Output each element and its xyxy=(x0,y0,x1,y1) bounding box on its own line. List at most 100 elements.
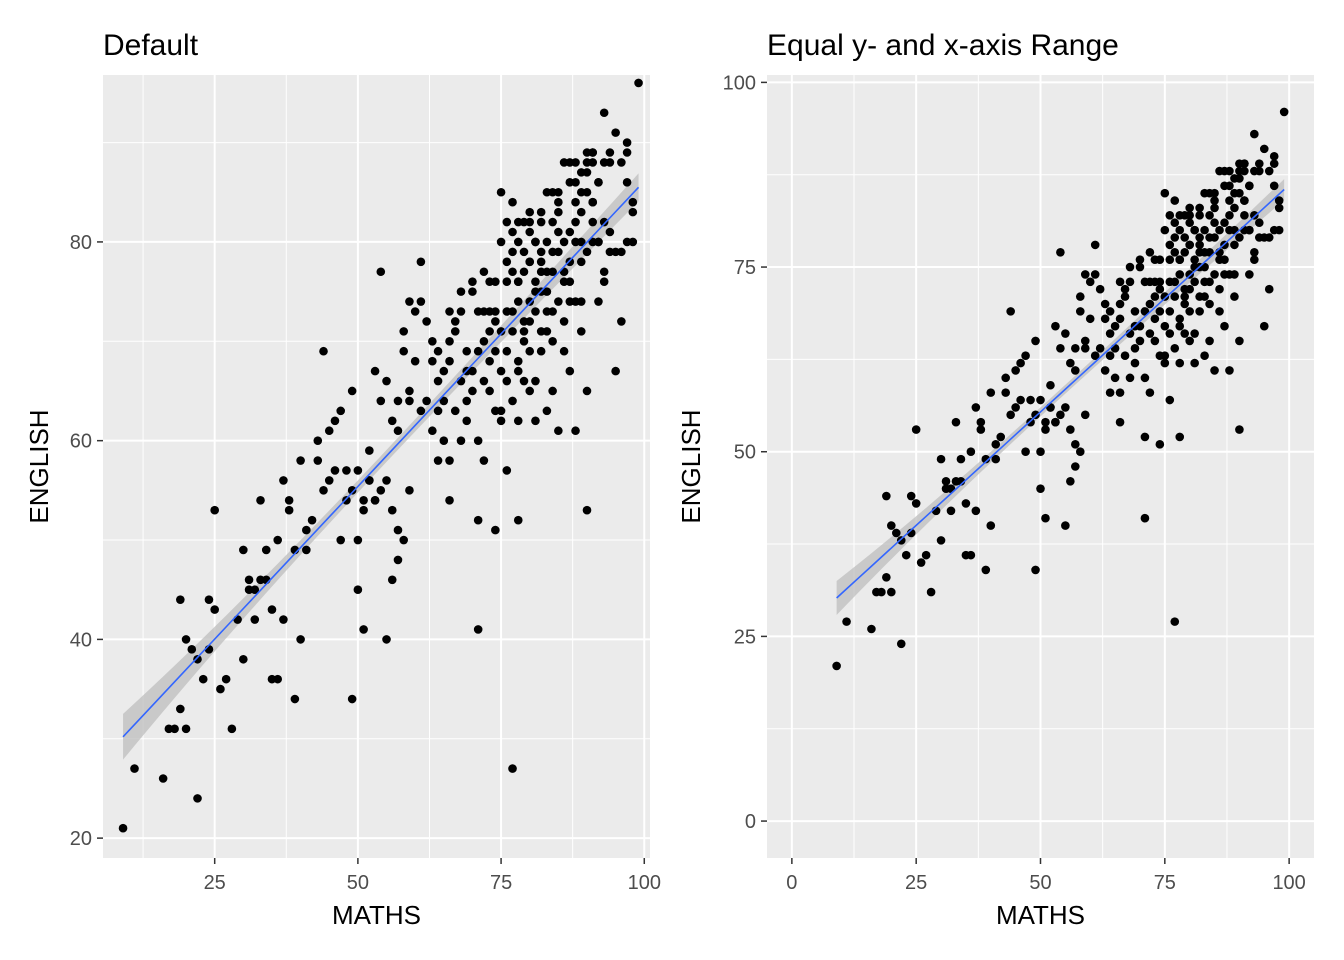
scatter-point xyxy=(508,227,517,237)
scatter-point xyxy=(941,476,951,486)
scatter-point xyxy=(565,227,575,237)
scatter-point xyxy=(399,346,409,356)
scatter-point xyxy=(926,587,936,597)
scatter-point xyxy=(571,426,580,436)
scatter-point xyxy=(951,417,961,427)
scatter-point xyxy=(1170,247,1180,257)
scatter-point xyxy=(198,674,208,684)
scatter-point xyxy=(1016,395,1025,405)
scatter-point xyxy=(1160,292,1170,301)
scatter-point xyxy=(496,406,506,416)
scatter-point xyxy=(1225,366,1234,375)
scatter-point xyxy=(491,525,500,535)
scatter-point xyxy=(1220,321,1229,331)
scatter-point xyxy=(468,277,477,286)
scatter-point xyxy=(1195,203,1204,213)
scatter-point xyxy=(1200,225,1209,235)
scatter-point xyxy=(1195,240,1204,250)
scatter-point xyxy=(1235,233,1244,242)
scatter-point xyxy=(370,366,380,376)
scatter-point xyxy=(622,178,632,187)
scatter-point xyxy=(571,217,580,227)
scatter-point xyxy=(542,187,552,197)
scatter-point xyxy=(130,764,139,773)
scatter-point xyxy=(1031,336,1040,346)
scatter-point xyxy=(170,724,179,734)
scatter-point xyxy=(1031,565,1040,575)
scatter-point xyxy=(336,406,346,416)
scatter-point xyxy=(1100,314,1110,324)
scatter-point xyxy=(1160,188,1170,198)
scatter-point xyxy=(1165,255,1175,264)
scatter-point xyxy=(559,237,569,247)
scatter-point xyxy=(187,645,197,654)
scatter-point xyxy=(118,823,128,833)
scatter-point xyxy=(531,307,540,316)
scatter-point xyxy=(1259,144,1269,154)
scatter-point xyxy=(1180,299,1190,309)
scatter-point xyxy=(554,227,563,237)
scatter-point xyxy=(1071,366,1080,375)
scatter-point xyxy=(1200,351,1209,360)
scatter-point xyxy=(399,535,409,545)
scatter-point xyxy=(576,207,586,217)
scatter-point xyxy=(1071,462,1080,471)
scatter-point xyxy=(565,158,575,167)
scatter-point xyxy=(267,605,277,614)
scatter-point xyxy=(554,426,563,436)
scatter-point xyxy=(911,499,921,508)
scatter-point xyxy=(456,287,466,296)
scatter-point xyxy=(1085,314,1095,324)
scatter-point xyxy=(1165,211,1175,220)
scatter-point xyxy=(1245,225,1254,235)
scatter-point xyxy=(479,307,489,316)
scatter-point xyxy=(1080,336,1090,346)
scatter-point xyxy=(525,346,535,356)
scatter-point xyxy=(1150,292,1160,301)
confidence-ribbon xyxy=(123,173,639,760)
scatter-point xyxy=(832,661,841,671)
scatter-point xyxy=(1066,425,1075,434)
scatter-point xyxy=(1041,417,1050,427)
scatter-point xyxy=(1180,292,1190,301)
x-axis-title: MATHS xyxy=(332,900,421,930)
scatter-point xyxy=(1180,233,1190,242)
scatter-point xyxy=(353,535,363,545)
scatter-point xyxy=(576,327,586,336)
scatter-point xyxy=(605,227,615,237)
scatter-point xyxy=(342,495,351,505)
scatter-point xyxy=(634,78,643,88)
scatter-point xyxy=(1130,358,1140,368)
scatter-point xyxy=(313,436,323,445)
scatter-point xyxy=(485,356,494,366)
scatter-point xyxy=(1240,196,1249,205)
scatter-point xyxy=(1250,166,1259,176)
scatter-point xyxy=(605,148,615,157)
scatter-point xyxy=(877,587,886,597)
scatter-point xyxy=(525,317,535,326)
scatter-point xyxy=(279,476,288,485)
confidence-ribbon xyxy=(836,179,1285,615)
scatter-point xyxy=(1255,159,1264,168)
scatter-point xyxy=(250,615,260,624)
scatter-point xyxy=(233,615,242,624)
y-axis-title: ENGLISH xyxy=(676,409,706,523)
scatter-point xyxy=(582,247,592,257)
scatter-point xyxy=(1041,513,1050,523)
scatter-point xyxy=(336,535,346,545)
scatter-point xyxy=(542,287,552,296)
scatter-point xyxy=(525,217,535,227)
scatter-point xyxy=(410,307,420,316)
scatter-point xyxy=(302,525,311,535)
scatter-point xyxy=(1001,388,1010,397)
scatter-point xyxy=(1269,181,1279,191)
y-tick-label: 0 xyxy=(745,811,756,833)
scatter-point xyxy=(582,505,592,515)
scatter-point xyxy=(1210,218,1219,228)
scatter-point xyxy=(445,356,454,366)
scatter-point xyxy=(1150,255,1160,264)
y-tick-label: 50 xyxy=(734,442,756,464)
scatter-point xyxy=(599,108,609,118)
